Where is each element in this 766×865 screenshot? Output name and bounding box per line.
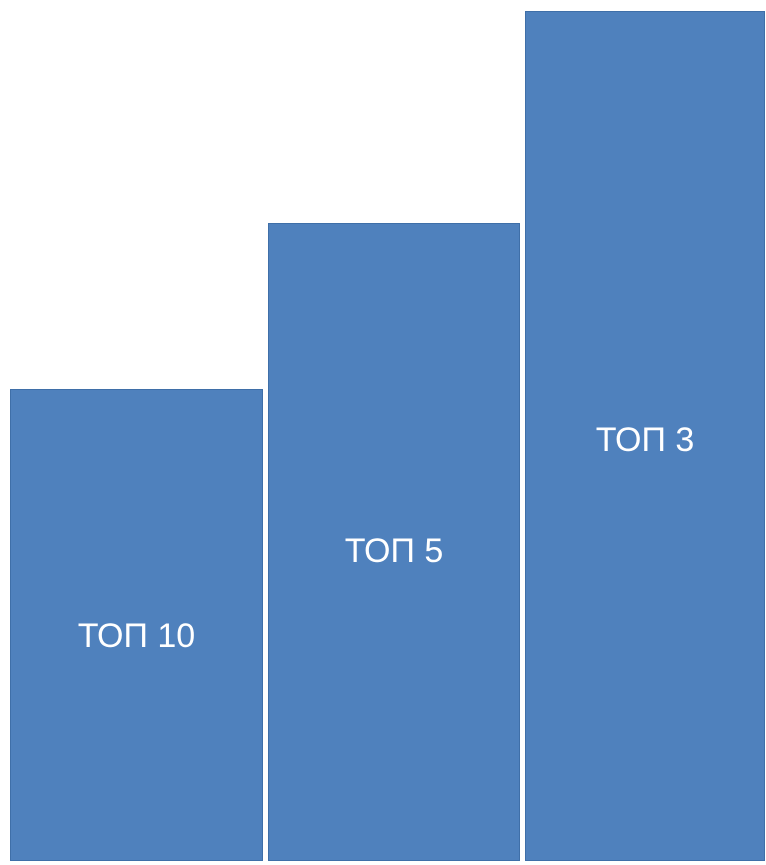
block-top-3-label: ТОП 3 — [595, 421, 695, 459]
block-top-10: ТОП 10 — [10, 389, 263, 861]
block-top-3: ТОП 3 — [525, 11, 765, 861]
block-top-10-label: ТОП 10 — [77, 617, 196, 655]
block-top-5-label: ТОП 5 — [344, 532, 444, 570]
block-top-5: ТОП 5 — [268, 223, 520, 861]
